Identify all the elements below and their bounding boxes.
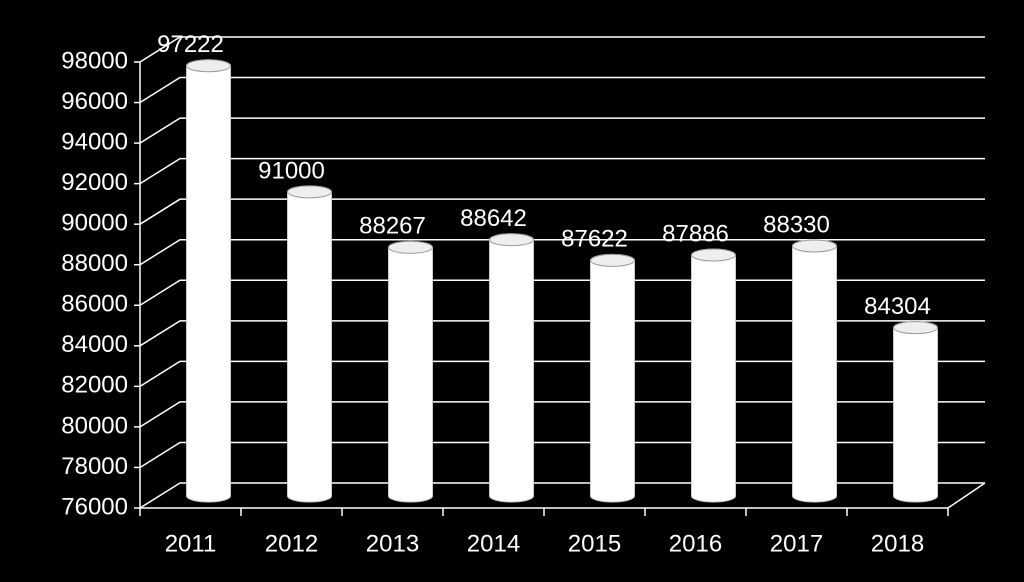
x-tick-label: 2015 bbox=[568, 530, 621, 557]
grid-line bbox=[139, 279, 985, 306]
bar-top bbox=[489, 233, 534, 247]
bar bbox=[590, 253, 635, 503]
bar bbox=[186, 59, 231, 503]
value-label: 87622 bbox=[561, 226, 628, 253]
value-label: 88267 bbox=[359, 213, 426, 240]
x-axis bbox=[140, 482, 986, 509]
y-tick-label: 92000 bbox=[61, 169, 128, 196]
value-label: 97222 bbox=[157, 31, 224, 58]
bar-top bbox=[792, 239, 837, 253]
value-label: 88642 bbox=[460, 205, 527, 232]
grid-line bbox=[139, 441, 985, 469]
bar bbox=[388, 240, 433, 503]
bar-top bbox=[287, 185, 332, 199]
y-tick-label: 78000 bbox=[61, 453, 128, 480]
y-tick-label: 98000 bbox=[61, 47, 128, 74]
grid-line bbox=[139, 76, 985, 104]
bar-top bbox=[186, 59, 231, 73]
grid-line bbox=[139, 36, 985, 63]
y-tick-label: 90000 bbox=[61, 210, 128, 237]
x-tick-label: 2013 bbox=[366, 530, 419, 557]
value-label: 84304 bbox=[864, 293, 931, 320]
bar bbox=[893, 321, 938, 503]
bar bbox=[792, 239, 837, 503]
x-tick-label: 2016 bbox=[669, 530, 722, 557]
grid-line bbox=[139, 157, 985, 185]
x-tick-label: 2014 bbox=[467, 530, 520, 557]
bar bbox=[691, 248, 736, 503]
grid-line bbox=[139, 198, 985, 225]
x-tick-label: 2012 bbox=[265, 530, 318, 557]
y-tick-label: 80000 bbox=[61, 412, 128, 439]
y-tick-label: 94000 bbox=[61, 128, 128, 155]
y-tick-label: 88000 bbox=[61, 250, 128, 277]
y-tick-label: 96000 bbox=[61, 88, 128, 115]
grid-line bbox=[139, 238, 985, 266]
value-label: 91000 bbox=[258, 157, 325, 184]
y-tick-label: 82000 bbox=[61, 372, 128, 399]
grid-line bbox=[139, 320, 985, 347]
y-tick-label: 84000 bbox=[61, 331, 128, 358]
value-label: 88330 bbox=[763, 211, 830, 238]
value-label: 87886 bbox=[662, 220, 729, 247]
x-tick-label: 2018 bbox=[871, 530, 924, 557]
grid-line bbox=[139, 482, 985, 509]
grid-line bbox=[139, 401, 985, 428]
x-tick-label: 2017 bbox=[770, 530, 823, 557]
bar bbox=[287, 185, 332, 503]
bar-top bbox=[590, 253, 635, 267]
bar-top bbox=[893, 321, 938, 335]
bar bbox=[489, 233, 534, 503]
x-tick-label: 2011 bbox=[165, 530, 217, 557]
y-tick-label: 76000 bbox=[61, 493, 128, 520]
grid-line bbox=[139, 117, 985, 144]
bar-top bbox=[691, 248, 736, 262]
grid-line bbox=[139, 360, 985, 387]
bar-top bbox=[388, 240, 433, 254]
y-tick-label: 86000 bbox=[61, 291, 128, 318]
